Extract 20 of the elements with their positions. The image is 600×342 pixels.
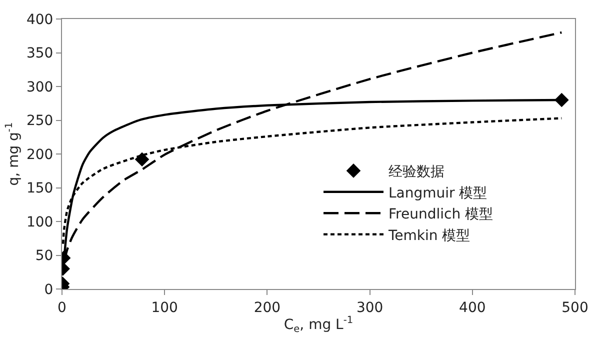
x-tick-label: 0 (58, 300, 66, 316)
x-tick-label: 500 (562, 300, 588, 316)
y-tick-label: 50 (35, 248, 54, 264)
y-tick-label: 350 (26, 46, 54, 62)
x-tick-label: 300 (356, 300, 384, 316)
y-tick-label: 100 (26, 214, 54, 230)
y-tick-label: 200 (26, 146, 54, 163)
x-axis-title: C$_{e}$, mg L$^{-1}$ (284, 315, 354, 336)
y-tick-label: 0 (44, 282, 54, 298)
y-tick-label: 300 (26, 79, 54, 96)
y-tick-label: 150 (26, 180, 54, 197)
legend-label: 经验数据 (388, 164, 444, 180)
x-tick-label: 400 (459, 300, 486, 316)
x-tick-label: 100 (151, 300, 178, 316)
x-tick-label: 200 (254, 300, 281, 316)
legend-label: Freundlich 模型 (388, 206, 494, 223)
y-tick-label: 400 (26, 12, 54, 28)
legend-label: Langmuir 模型 (388, 185, 488, 202)
y-tick-label: 250 (26, 113, 54, 130)
legend-label: Temkin 模型 (388, 228, 470, 244)
